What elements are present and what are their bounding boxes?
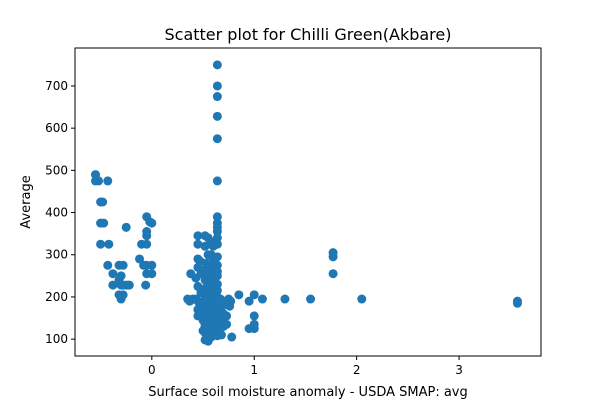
data-point — [212, 286, 222, 296]
data-point — [147, 260, 157, 270]
data-point — [234, 290, 244, 300]
y-tick-label: 200 — [45, 290, 68, 304]
data-point — [124, 280, 134, 290]
y-tick-label: 100 — [45, 332, 68, 346]
data-point — [193, 231, 203, 241]
data-point — [212, 92, 222, 102]
data-point — [244, 296, 254, 306]
data-point — [306, 294, 316, 304]
data-point — [118, 290, 128, 300]
data-point — [216, 330, 226, 340]
y-tick-label: 700 — [45, 79, 68, 93]
data-point — [118, 260, 128, 270]
data-point — [280, 294, 290, 304]
data-point — [212, 212, 222, 222]
y-tick-label: 500 — [45, 163, 68, 177]
data-point — [98, 197, 108, 207]
data-point — [147, 269, 157, 279]
data-point — [104, 239, 114, 249]
data-point — [212, 279, 222, 289]
data-point — [193, 239, 203, 249]
data-point — [94, 176, 104, 186]
x-tick-label: 1 — [250, 363, 258, 377]
data-point — [212, 227, 222, 237]
data-point — [249, 324, 259, 334]
data-point — [512, 298, 522, 308]
y-tick-label: 400 — [45, 206, 68, 220]
chart-title: Scatter plot for Chilli Green(Akbare) — [164, 25, 451, 44]
data-point — [142, 239, 152, 249]
x-axis-label: Surface soil moisture anomaly - USDA SMA… — [148, 385, 468, 400]
y-axis: 100 200 300 400 500 600 700 — [45, 79, 75, 346]
data-point — [99, 218, 109, 228]
data-point — [212, 271, 222, 281]
data-point — [212, 239, 222, 249]
data-point — [212, 252, 222, 262]
data-point — [212, 111, 222, 121]
data-point — [222, 319, 232, 329]
y-tick-label: 300 — [45, 248, 68, 262]
y-axis-label: Average — [19, 175, 34, 228]
data-point — [108, 269, 118, 279]
data-point — [108, 280, 118, 290]
data-point — [96, 239, 106, 249]
data-point — [121, 222, 131, 232]
y-tick-label: 600 — [45, 121, 68, 135]
data-point — [103, 260, 113, 270]
data-point — [212, 260, 222, 270]
x-tick-label: 3 — [455, 363, 463, 377]
data-point — [328, 252, 338, 262]
data-point — [328, 269, 338, 279]
x-tick-label: 2 — [353, 363, 361, 377]
data-point — [147, 218, 157, 228]
data-point — [212, 134, 222, 144]
data-point — [249, 311, 259, 321]
data-point — [141, 280, 151, 290]
data-point — [103, 176, 113, 186]
x-tick-label: 0 — [148, 363, 156, 377]
data-point — [212, 60, 222, 70]
data-point — [212, 176, 222, 186]
plot-area — [74, 47, 542, 357]
data-point — [212, 233, 222, 243]
data-point — [357, 294, 367, 304]
data-point — [222, 311, 232, 321]
data-point — [212, 81, 222, 91]
data-point — [257, 294, 267, 304]
data-point — [249, 290, 259, 300]
data-point — [227, 332, 237, 342]
x-axis: 0 1 2 3 — [148, 356, 463, 377]
points-layer — [90, 60, 522, 346]
data-point — [142, 231, 152, 241]
data-point — [225, 301, 235, 311]
